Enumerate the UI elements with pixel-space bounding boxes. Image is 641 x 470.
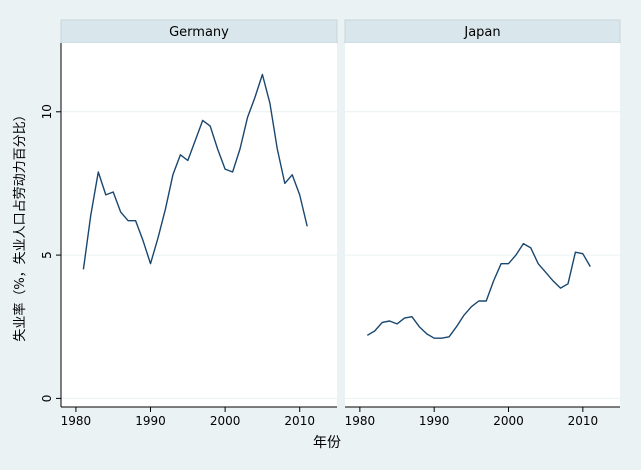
x-tick-label: 1990 [419,414,450,428]
panel-germany: Germany 1980 1990 2000 2010 0 5 10 [40,19,338,428]
y-axis-title: 失业率（%，失业人口占劳动力百分比） [12,108,28,341]
x-tick-label: 2010 [568,414,599,428]
x-tick-label: 1990 [135,414,166,428]
x-tick-label: 2000 [210,414,241,428]
x-tick-label: 1980 [345,414,376,428]
y-tick-label: 10 [40,104,54,119]
x-tick-label: 1980 [61,414,92,428]
panel-title: Germany [169,25,229,40]
y-tick-label: 0 [40,395,54,403]
plot-area [345,43,620,407]
plot-area [61,43,337,407]
x-tick-label: 2000 [493,414,524,428]
panel-japan: Japan 1980 1990 2000 2010 [344,19,621,428]
x-tick-label: 2010 [284,414,315,428]
series-line-japan [366,242,591,339]
panel-title: Japan [463,25,500,40]
y-tick-label: 5 [40,251,54,259]
series-line-germany [82,73,308,270]
x-axis-title: 年份 [313,435,341,451]
